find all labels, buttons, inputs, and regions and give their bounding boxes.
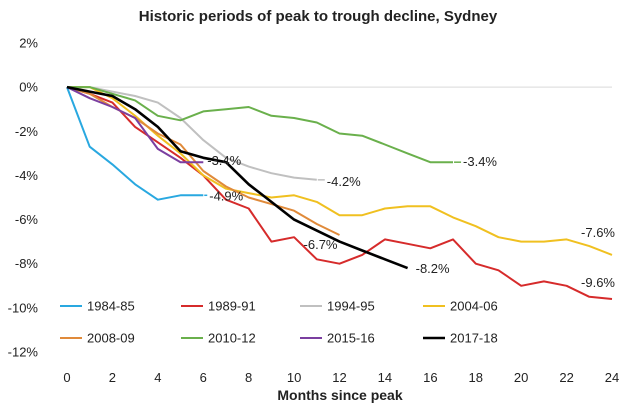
x-tick-label-8: 8 [245,370,252,385]
legend-label-1984-85: 1984-85 [87,299,135,314]
y-tick-label-4: -4% [15,168,39,183]
data-label-2004-06: -7.6% [581,225,615,240]
series-line-2015-16 [66,86,204,164]
y-tick-label-10: -10% [8,300,39,315]
y-tick-label-2: 2% [19,36,38,51]
x-tick-label-24: 24 [605,370,619,385]
legend: 1984-85 1989-91 1994-95 2004-06 2008-09 2010-… [60,299,498,346]
x-tick-label-10: 10 [287,370,301,385]
data-label-2017-18: -8.2% [416,261,450,276]
legend-label-2017-18: 2017-18 [450,331,498,346]
data-label-2015-16: -3.4% [207,153,241,168]
x-tick-label-16: 16 [423,370,437,385]
x-tick-label-12: 12 [332,370,346,385]
series-line-1989-91 [66,86,613,300]
y-tick-label-2: -2% [15,124,39,139]
y-tick-label-6: -6% [15,212,39,227]
legend-label-2010-12: 2010-12 [208,331,256,346]
x-tick-label-4: 4 [154,370,161,385]
x-tick-label-6: 6 [200,370,207,385]
legend-label-1989-91: 1989-91 [208,299,256,314]
y-tick-label-12: -12% [8,345,39,360]
data-label-1994-95: -4.2% [327,174,361,189]
chart-title: Historic periods of peak to trough decli… [139,8,498,25]
legend-label-1994-95: 1994-95 [327,299,375,314]
y-tick-label-8: -8% [15,256,39,271]
data-labels: -3.4% -4.2% -3.4% -4.9% -6.7% -8.2% -7.6% -9.6% [204,153,615,290]
data-label-2010-12: -3.4% [463,154,497,169]
legend-label-2004-06: 2004-06 [450,299,498,314]
y-tick-label-0: 0% [19,80,38,95]
legend-label-2008-09: 2008-09 [87,331,135,346]
x-axis-label: Months since peak [277,387,402,403]
series-line-2017-18 [66,85,409,270]
x-tick-label-22: 22 [559,370,573,385]
data-label-1984-85: -4.9% [209,188,243,203]
x-tick-label-20: 20 [514,370,528,385]
series-line-1984-85 [66,86,204,201]
series-line-2004-06 [67,86,613,256]
x-tick-label-0: 0 [63,370,70,385]
series-lines [66,85,613,300]
x-tick-label-14: 14 [378,370,392,385]
series-line-1994-95 [67,86,317,181]
series-line-2010-12 [67,86,453,164]
x-tick-label-18: 18 [469,370,483,385]
legend-label-2015-16: 2015-16 [327,331,375,346]
data-label-1989-91: -9.6% [581,275,615,290]
axes: 2%0%-2%-4%-6%-8%-10%-12%0 2 4 6 8 10 12 14 16 18 2… [8,36,620,386]
x-tick-label-2: 2 [109,370,116,385]
data-label-2008-09: -6.7% [304,237,338,252]
